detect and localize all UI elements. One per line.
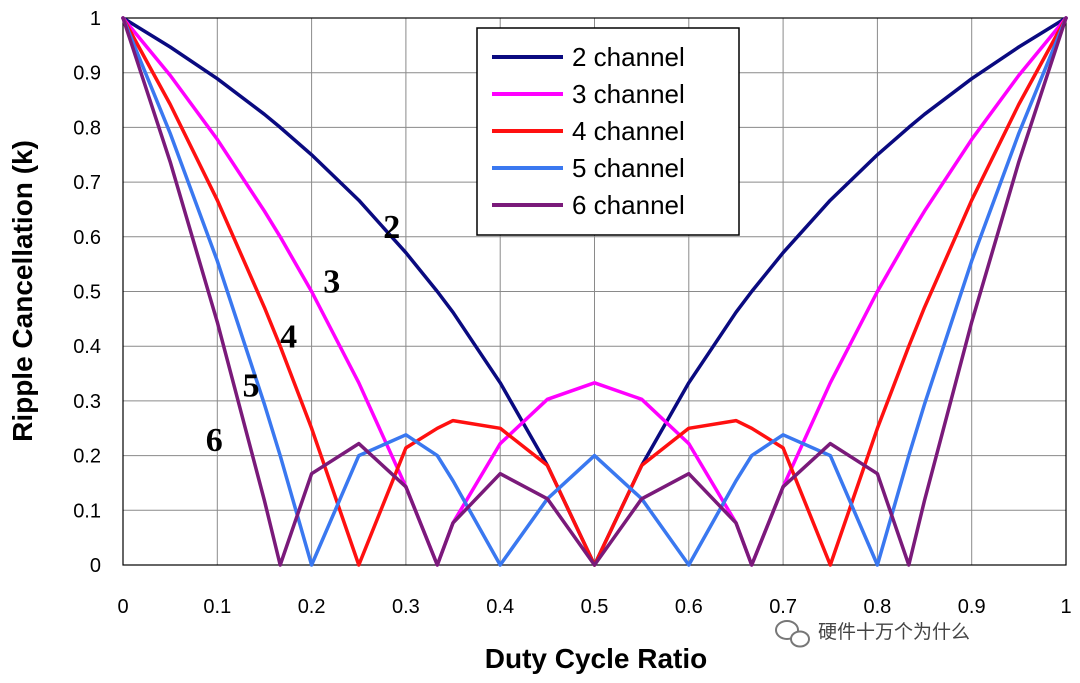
watermark-text: 硬件十万个为什么	[818, 621, 970, 643]
x-tick-label: 0.6	[675, 596, 703, 618]
y-tick-label: 1	[90, 8, 101, 30]
x-tick-label: 0.8	[863, 596, 891, 618]
watermark: 硬件十万个为什么	[775, 620, 970, 648]
y-tick-label: 0.6	[73, 227, 101, 249]
y-tick-label: 0.7	[73, 172, 101, 194]
curve-label: 4	[280, 318, 297, 355]
x-tick-label: 1	[1060, 596, 1071, 618]
legend: 2 channel 3 channel 4 channel 5 channel 6 ch…	[476, 27, 740, 236]
curve-label: 3	[323, 264, 340, 301]
series-line-3-channel	[121, 16, 1068, 567]
x-tick-label: 0.5	[581, 596, 609, 618]
y-tick-label: 0.4	[73, 336, 101, 358]
y-axis-title: Ripple Cancellation (k)	[7, 140, 38, 442]
y-tick-label: 0.2	[73, 446, 101, 468]
x-tick-label: 0.7	[769, 596, 797, 618]
curve-label: 6	[206, 422, 223, 459]
y-tick-labels: 0 0.1 0.2 0.3 0.4 0.5 0.6 0.7 0.8 0.9 1	[73, 8, 101, 577]
x-axis-title: Duty Cycle Ratio	[485, 643, 708, 674]
y-tick-label: 0.9	[73, 63, 101, 85]
wechat-icon	[775, 620, 810, 648]
legend-label: 6 channel	[572, 190, 685, 220]
x-tick-label: 0.4	[486, 596, 514, 618]
curve-label: 2	[383, 209, 400, 246]
series-lines	[121, 16, 1068, 567]
x-tick-label: 0.9	[958, 596, 986, 618]
y-tick-label: 0.1	[73, 500, 101, 522]
y-tick-label: 0	[90, 555, 101, 577]
legend-label: 2 channel	[572, 42, 685, 72]
x-tick-label: 0.3	[392, 596, 420, 618]
series-line-6-channel	[121, 16, 1068, 567]
y-tick-label: 0.5	[73, 282, 101, 304]
legend-label: 3 channel	[572, 79, 685, 109]
x-tick-label: 0	[117, 596, 128, 618]
y-tick-label: 0.8	[73, 117, 101, 139]
x-tick-labels: 0 0.1 0.2 0.3 0.4 0.5 0.6 0.7 0.8 0.9 1	[117, 596, 1071, 618]
series-line-5-channel	[121, 16, 1068, 567]
x-tick-label: 0.2	[298, 596, 326, 618]
legend-label: 5 channel	[572, 153, 685, 183]
x-tick-label: 0.1	[203, 596, 231, 618]
y-tick-label: 0.3	[73, 391, 101, 413]
curve-label: 5	[243, 367, 260, 404]
legend-label: 4 channel	[572, 116, 685, 146]
